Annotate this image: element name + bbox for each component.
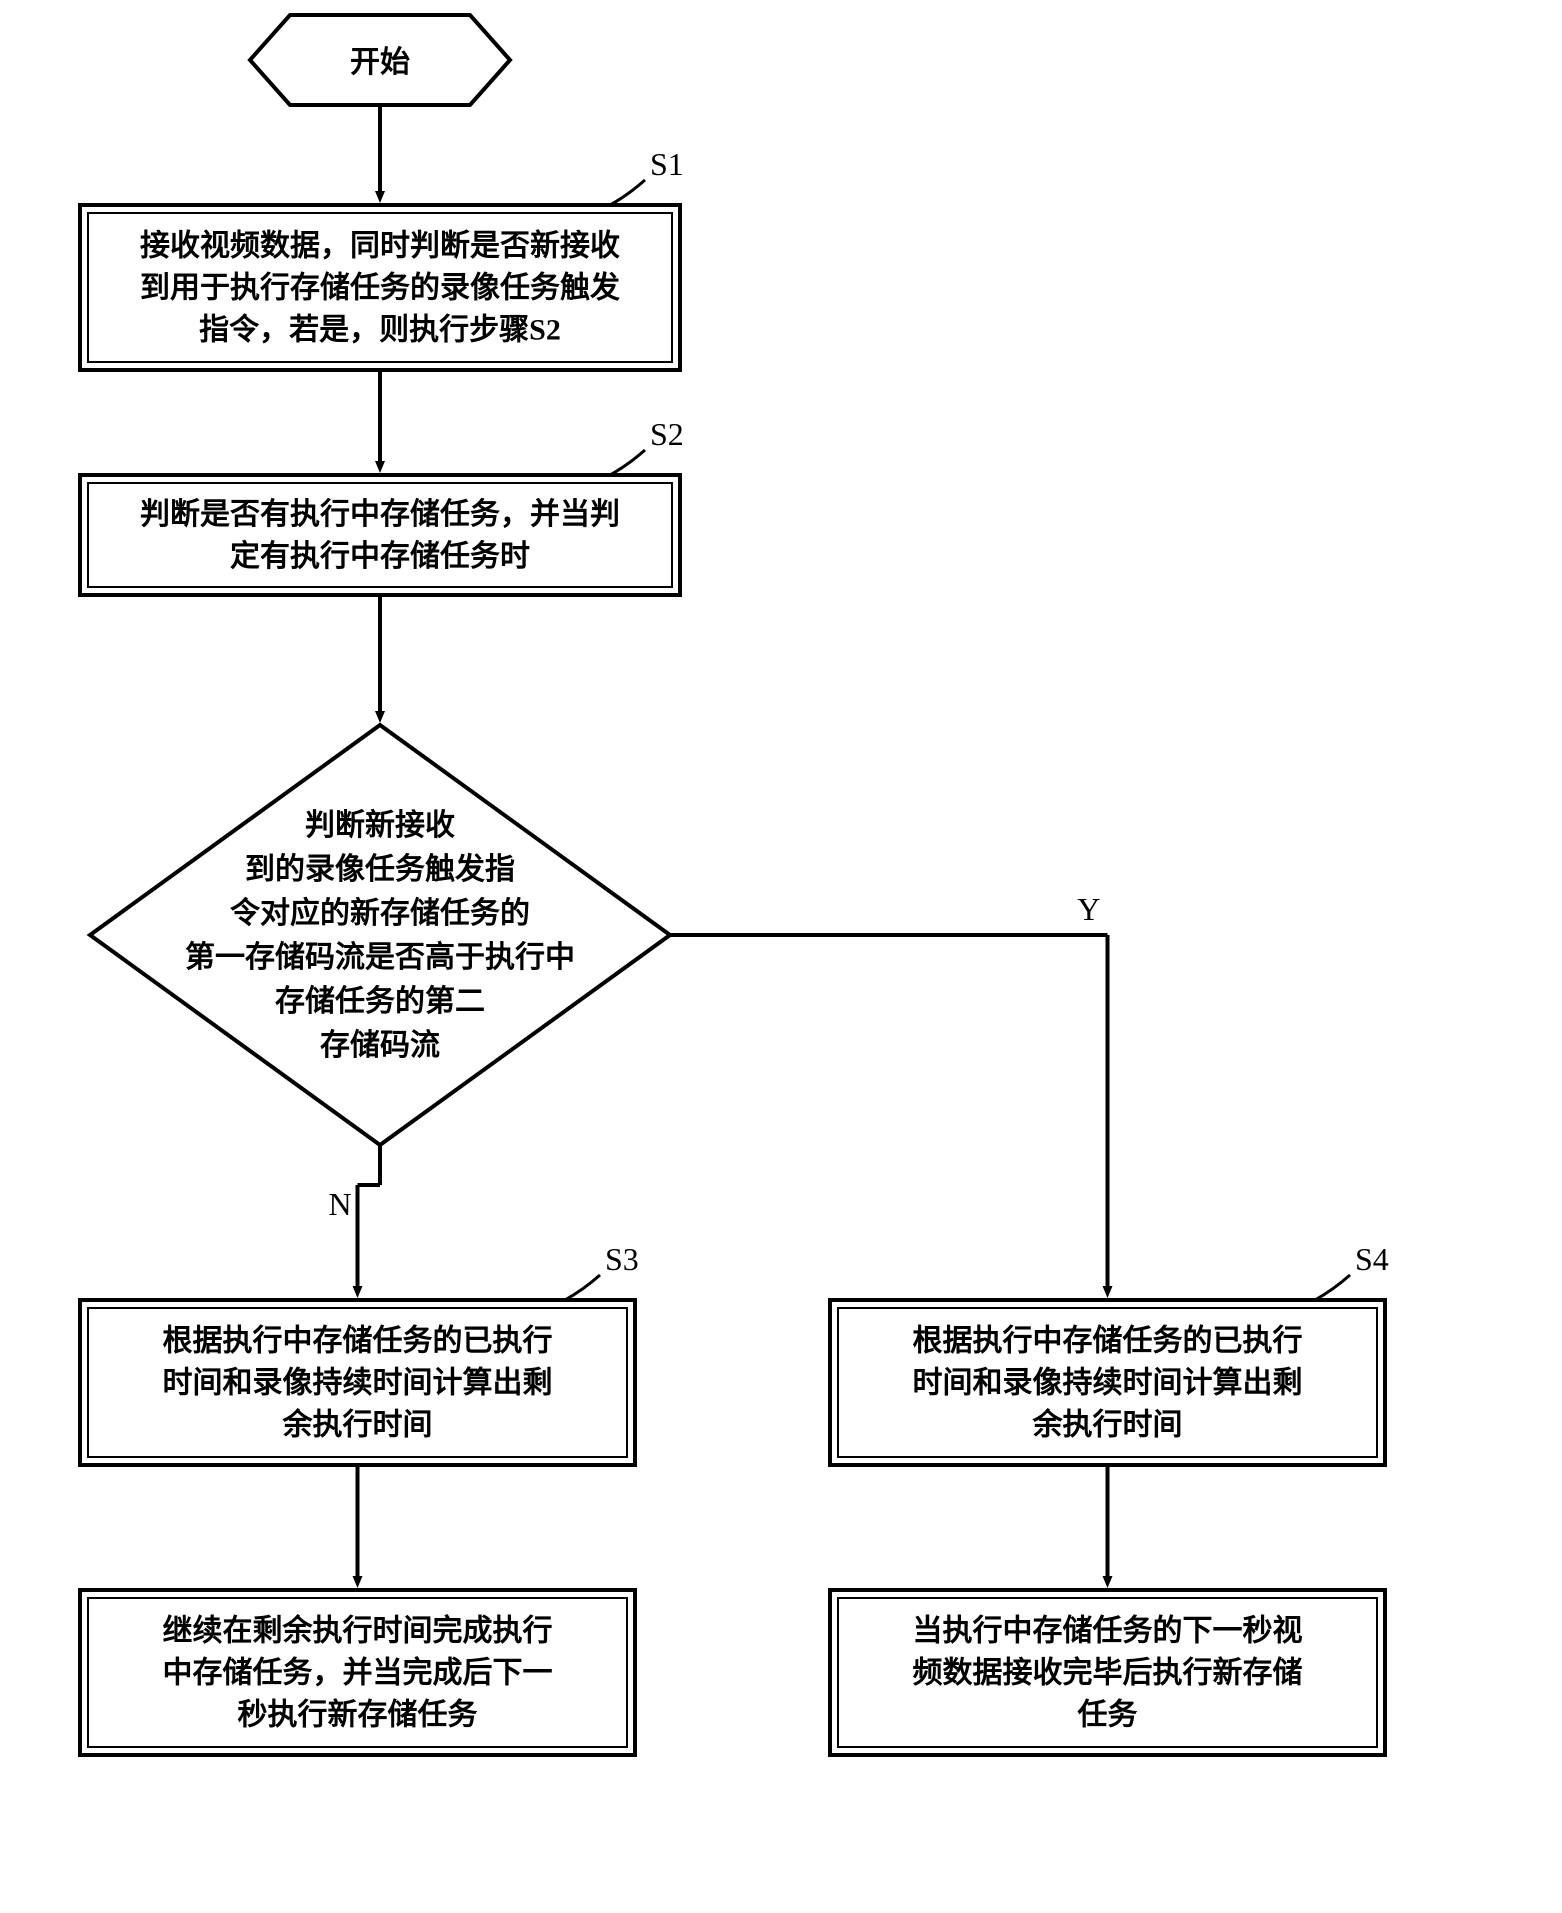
tag-s1: S1 (650, 146, 684, 182)
svg-text:判断新接收: 判断新接收 (305, 809, 455, 842)
svg-text:存储码流: 存储码流 (320, 1029, 440, 1062)
svg-text:定有执行中存储任务时: 定有执行中存储任务时 (230, 539, 530, 573)
svg-text:第一存储码流是否高于执行中: 第一存储码流是否高于执行中 (185, 940, 575, 974)
svg-text:时间和录像持续时间计算出剩: 时间和录像持续时间计算出剩 (163, 1366, 553, 1400)
branch-n-label: N (328, 1186, 351, 1222)
svg-text:继续在剩余执行时间完成执行: 继续在剩余执行时间完成执行 (163, 1614, 553, 1648)
tag-s2: S2 (650, 416, 684, 452)
svg-text:根据执行中存储任务的已执行: 根据执行中存储任务的已执行 (163, 1325, 553, 1358)
svg-text:中存储任务，并当完成后下一: 中存储任务，并当完成后下一 (163, 1656, 553, 1690)
start-label: 开始 (350, 46, 410, 79)
decision-diamond (90, 725, 670, 1145)
tag-s4: S4 (1355, 1241, 1389, 1277)
svg-text:时间和录像持续时间计算出剩: 时间和录像持续时间计算出剩 (913, 1366, 1303, 1400)
svg-text:到的录像任务触发指: 到的录像任务触发指 (245, 853, 515, 886)
flowchart-diagram: 开始接收视频数据，同时判断是否新接收到用于执行存储任务的录像任务触发指令，若是，… (0, 0, 1562, 1913)
svg-text:令对应的新存储任务的: 令对应的新存储任务的 (230, 896, 530, 930)
svg-text:余执行时间: 余执行时间 (282, 1408, 433, 1442)
svg-text:当执行中存储任务的下一秒视: 当执行中存储任务的下一秒视 (913, 1615, 1303, 1648)
svg-text:指令，若是，则执行步骤S2: 指令，若是，则执行步骤S2 (199, 313, 561, 347)
branch-y-label: Y (1077, 891, 1100, 927)
svg-text:余执行时间: 余执行时间 (1032, 1408, 1183, 1442)
svg-text:存储任务的第二: 存储任务的第二 (275, 984, 485, 1018)
svg-text:接收视频数据，同时判断是否新接收: 接收视频数据，同时判断是否新接收 (140, 230, 620, 263)
svg-text:到用于执行存储任务的录像任务触发: 到用于执行存储任务的录像任务触发 (140, 272, 620, 305)
svg-text:频数据接收完毕后执行新存储: 频数据接收完毕后执行新存储 (913, 1656, 1303, 1690)
svg-text:任务: 任务 (1077, 1699, 1138, 1732)
svg-text:判断是否有执行中存储任务，并当判: 判断是否有执行中存储任务，并当判 (140, 498, 620, 531)
step-s2 (80, 475, 680, 595)
tag-s3: S3 (605, 1241, 639, 1277)
svg-text:秒执行新存储任务: 秒执行新存储任务 (238, 1699, 478, 1732)
svg-text:根据执行中存储任务的已执行: 根据执行中存储任务的已执行 (913, 1325, 1303, 1358)
